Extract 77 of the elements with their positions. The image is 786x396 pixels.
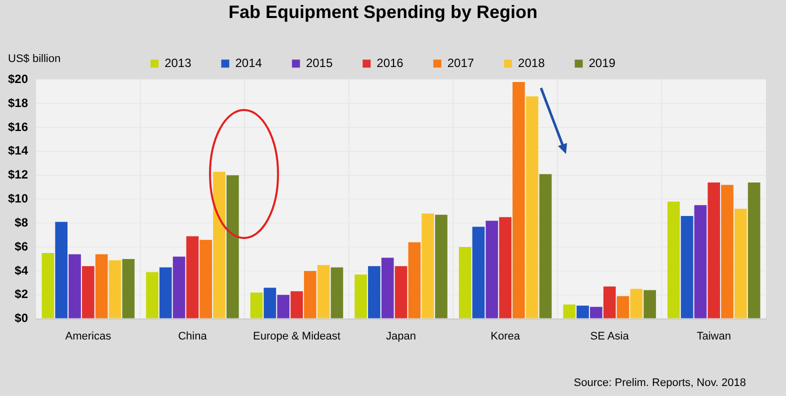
bar — [290, 291, 303, 318]
bar — [304, 270, 316, 318]
legend-label: 2018 — [518, 56, 546, 70]
bar — [590, 306, 602, 318]
y-tick-label: $20 — [8, 72, 28, 86]
bar — [82, 266, 94, 318]
bar — [539, 174, 552, 318]
legend-label: 2014 — [235, 56, 262, 70]
x-tick-label: China — [178, 330, 208, 342]
bar — [42, 253, 54, 318]
bar — [381, 258, 394, 318]
bar — [95, 254, 108, 318]
x-tick-label: Japan — [386, 330, 416, 342]
bar — [108, 260, 122, 318]
bar — [748, 182, 760, 318]
bar — [499, 217, 512, 318]
bar — [486, 220, 498, 318]
y-tick-label: $0 — [14, 311, 28, 326]
bar — [576, 306, 589, 318]
legend-label: 2016 — [376, 56, 404, 70]
y-axis-title: US$ billion — [8, 53, 61, 65]
chart-title: Fab Equipment Spending by Region — [228, 2, 538, 22]
source-note: Source: Prelim. Reports, Nov. 2018 — [574, 377, 746, 389]
legend-label: 2019 — [588, 56, 616, 70]
bar — [616, 296, 630, 318]
bar — [603, 286, 616, 318]
bar — [330, 267, 344, 318]
y-tick-label: $8 — [14, 215, 28, 230]
bar — [55, 222, 68, 318]
bar — [435, 214, 448, 318]
bar — [68, 254, 81, 318]
bar — [317, 264, 330, 318]
bar — [277, 294, 290, 318]
bar — [422, 214, 434, 318]
bar — [734, 208, 747, 318]
y-tick-label: $4 — [14, 263, 28, 278]
bar — [200, 240, 212, 318]
y-tick-label: $2 — [14, 287, 28, 302]
bar — [186, 236, 199, 318]
bar — [394, 266, 408, 318]
bar — [264, 288, 276, 318]
bar — [122, 259, 135, 318]
bar — [354, 274, 367, 318]
y-tick-label: $14 — [8, 144, 28, 158]
bar — [680, 216, 694, 318]
bar — [721, 184, 734, 318]
y-tick-label: $16 — [8, 120, 28, 134]
y-tick-label: $6 — [14, 239, 28, 254]
bar — [172, 256, 186, 318]
bar — [213, 172, 226, 318]
bar — [708, 182, 720, 318]
x-tick-label: Taiwan — [696, 330, 731, 342]
x-tick-label: Korea — [490, 330, 521, 342]
x-tick-label: SE Asia — [590, 330, 630, 342]
x-tick-label: Europe & Mideast — [253, 330, 340, 342]
bar — [526, 96, 538, 318]
y-tick-label: $12 — [8, 168, 28, 182]
legend-label: 2015 — [306, 56, 333, 70]
bar — [563, 304, 576, 318]
bar — [226, 175, 239, 318]
bar — [667, 202, 680, 318]
x-tick-label: Americas — [65, 330, 112, 342]
bar — [368, 266, 380, 318]
legend-label: 2013 — [164, 56, 192, 70]
bar — [512, 82, 525, 318]
bar — [458, 247, 472, 318]
bar — [146, 272, 158, 318]
bar — [630, 288, 643, 318]
bar — [694, 205, 707, 318]
bar — [644, 290, 656, 318]
y-tick-label: $10 — [8, 192, 28, 206]
legend-label: 2017 — [447, 56, 474, 70]
bar — [159, 267, 172, 318]
bar — [408, 242, 421, 318]
bar — [472, 226, 485, 318]
y-tick-label: $18 — [8, 96, 28, 110]
bar — [250, 292, 263, 318]
